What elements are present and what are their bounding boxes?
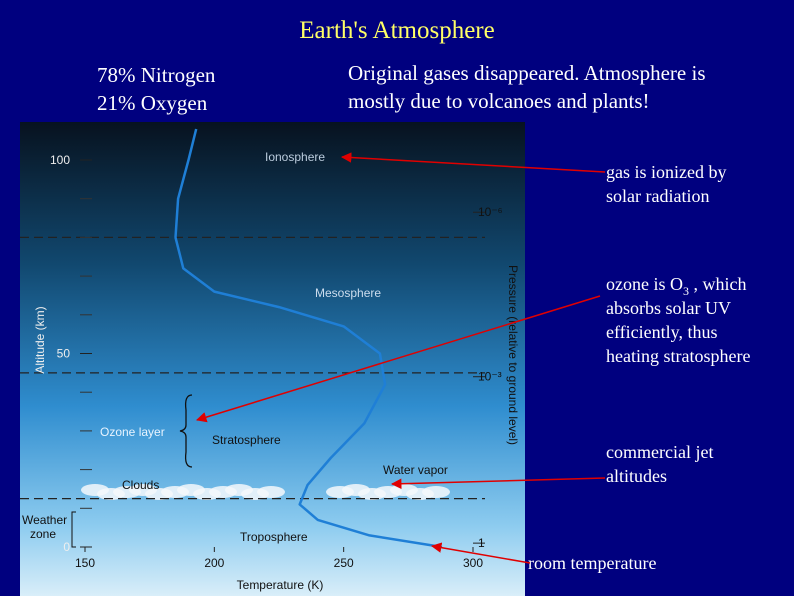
arrow [340,152,606,173]
x-tick-label: 300 [463,556,483,570]
callout-text: ozone is O3 , which [606,274,746,298]
left-text: 78% Nitrogen [97,63,216,87]
callout-text: gas is ionized by [606,162,726,182]
y-tick-label: 0 [63,540,70,554]
x-tick-label: 150 [75,556,95,570]
cloud [422,486,450,498]
cloud [257,486,285,498]
left-text: 21% Oxygen [97,91,208,115]
callout-text: , which [689,274,747,294]
subscript: 3 [683,284,689,298]
callouts: gas is ionized by solar radiation ozone is… [195,152,750,573]
y-axis-label: Altitude (km) [33,306,47,373]
x-axis-label: Temperature (K) [237,578,324,592]
y2-axis-label: Pressure (relative to ground level) [506,265,520,445]
y2-tick-label: 1 [478,536,485,550]
title: Earth's Atmosphere [299,17,494,44]
x-tick-label: 250 [334,556,354,570]
right-text: mostly due to volcanoes and plants! [348,89,650,113]
region-label: Water vapor [383,463,448,477]
callout-text: heating stratosphere [606,346,750,366]
arrow [195,295,601,423]
temperature-curve [174,128,443,549]
region-label: zone [30,527,56,541]
bracket [71,511,76,548]
callout-text: ozone is O [606,274,683,294]
region-label: Weather [22,513,67,527]
x-tick-label: 200 [204,556,224,570]
region-label: Ozone layer [100,425,165,439]
region-label: Stratosphere [212,433,281,447]
callout-text: efficiently, thus [606,322,717,342]
arrow [390,477,606,489]
y2-tick-label: 10⁻³ [478,370,502,384]
right-text: Original gases disappeared. Atmosphere i… [348,61,706,85]
callout-text: absorbs solar UV [606,298,731,318]
callout-text: solar radiation [606,186,709,206]
figure: 0 50 100 1 10⁻³ 10⁻⁶ 150 200 250 300 Temperature (… [20,128,520,592]
callout-text: commercial jet [606,442,713,462]
y-tick-label: 50 [57,347,71,361]
y-tick-label: 100 [50,153,70,167]
region-label: Ionosphere [265,150,325,164]
region-label: Mesosphere [315,286,381,300]
y2-tick-label: 10⁻⁶ [478,205,503,219]
arrow [430,542,531,564]
region-label: Clouds [122,478,159,492]
brace [179,394,193,468]
callout-text: room temperature [528,553,656,573]
region-label: Troposphere [240,530,308,544]
figure-background [20,122,525,596]
callout-text: altitudes [606,466,667,486]
